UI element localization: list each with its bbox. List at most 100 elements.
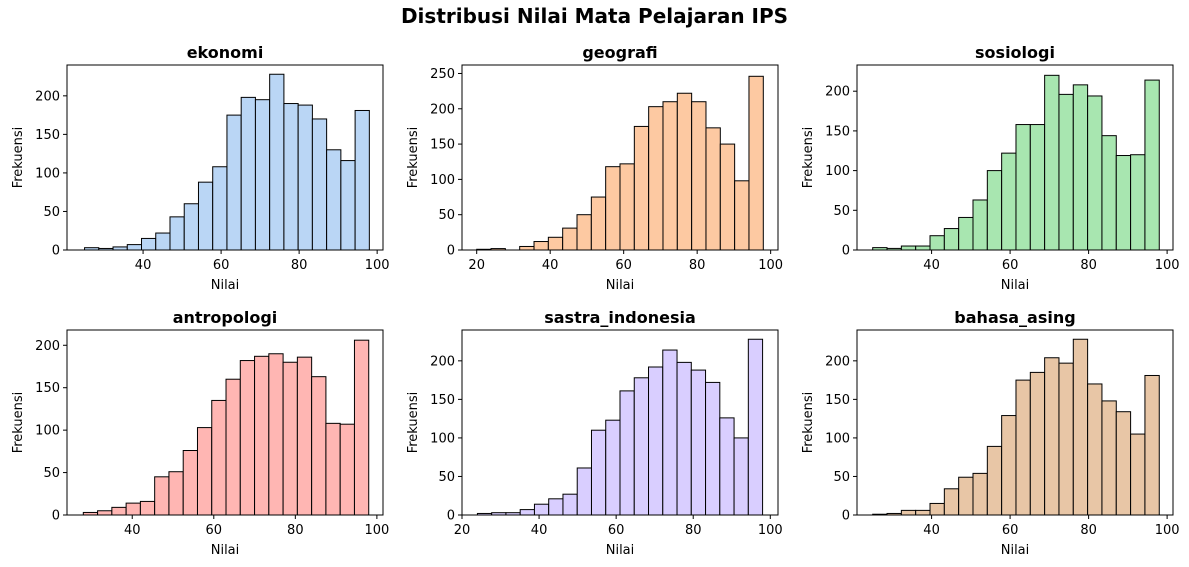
subplot-title: sastra_indonesia (544, 308, 696, 327)
y-tick-label: 0 (52, 509, 60, 524)
histogram-bar (325, 422, 341, 516)
histogram-bar (311, 376, 327, 516)
histogram-bar (1001, 415, 1017, 516)
figure-title: Distribusi Nilai Mata Pelajaran IPS (400, 4, 789, 28)
subplot-antropologi: 40 60 80 100 0 50 100 150 200 antropologi Nilai Fre… (11, 308, 389, 558)
histogram-bar (676, 361, 692, 516)
x-tick-label: 60 (1002, 523, 1019, 538)
x-tick-label: 20 (454, 523, 471, 538)
histogram-bar (986, 445, 1003, 516)
histogram-bar (1087, 95, 1103, 251)
histogram-bar (226, 114, 242, 251)
x-tick-label: 80 (287, 523, 304, 538)
axes-frame (856, 329, 1174, 516)
histogram-bar (296, 356, 313, 516)
histogram-bar (915, 245, 931, 251)
histogram-bar (943, 488, 960, 516)
y-tick-label: 0 (447, 244, 455, 259)
histogram-bar (590, 429, 607, 516)
histogram-bar (1044, 357, 1060, 516)
histogram-bar (958, 216, 974, 251)
histogram-bar (619, 163, 635, 251)
histogram-bar (168, 471, 184, 516)
histogram-bar (943, 228, 960, 251)
y-tick-label: 0 (842, 244, 850, 259)
histogram-bar (353, 339, 370, 516)
histogram-bar (705, 381, 721, 516)
x-tick-label: 80 (689, 258, 706, 273)
x-tick-label: 80 (1080, 258, 1097, 273)
y-tick-label: 0 (447, 509, 455, 524)
histogram-bar (212, 166, 228, 251)
histogram-bar (211, 399, 227, 516)
histogram-bar (590, 196, 607, 251)
histogram-bar (283, 103, 299, 251)
histogram-bar (97, 510, 113, 516)
axes-frame (461, 64, 779, 251)
histogram-bar (548, 498, 564, 516)
x-axis-label: Nilai (606, 278, 635, 293)
histogram-bar (1101, 135, 1117, 251)
x-tick-label: 60 (206, 523, 223, 538)
histogram-bar (354, 109, 370, 251)
x-axis-label: Nilai (606, 543, 635, 558)
y-tick-label: 0 (52, 244, 60, 259)
y-tick-label: 50 (438, 208, 455, 223)
y-tick-label: 200 (430, 102, 455, 117)
histogram-bar (619, 390, 635, 516)
y-tick-label: 100 (430, 173, 455, 188)
histogram-bar (747, 338, 764, 516)
y-axis-label: Frekuensi (406, 127, 421, 189)
y-tick-label: 50 (438, 470, 455, 485)
histogram-bar (268, 353, 284, 516)
histogram-bar (734, 180, 750, 251)
histogram-bar (519, 245, 535, 251)
histogram-bar (533, 241, 549, 251)
y-tick-label: 250 (430, 67, 455, 82)
y-tick-label: 50 (43, 205, 60, 220)
histogram-bar (240, 96, 256, 251)
x-tick-label: 40 (135, 258, 152, 273)
histogram-bar (519, 509, 535, 516)
x-tick-label: 100 (758, 258, 783, 273)
x-tick-label: 100 (758, 523, 783, 538)
x-axis-label: Nilai (1001, 543, 1030, 558)
histogram-bar (1072, 84, 1089, 251)
histogram-bar (719, 143, 736, 251)
y-tick-label: 100 (825, 164, 850, 179)
y-axis-label: Frekuensi (406, 392, 421, 454)
histogram-bar (1101, 400, 1117, 516)
histogram-bar (155, 232, 171, 251)
histogram-bar (1001, 152, 1017, 251)
subplot-title: antropologi (173, 308, 278, 327)
y-tick-label: 150 (825, 124, 850, 139)
histogram-bar (900, 509, 917, 516)
histogram-bar (111, 506, 127, 516)
y-tick-label: 100 (35, 424, 60, 439)
histogram-bar (662, 101, 678, 251)
y-tick-label: 200 (825, 354, 850, 369)
histogram-bar (183, 203, 199, 251)
histogram-bar (254, 99, 271, 251)
histogram-bar (1015, 124, 1031, 251)
x-tick-label: 60 (608, 523, 625, 538)
y-tick-label: 100 (430, 431, 455, 446)
histogram-bar (662, 349, 678, 516)
y-tick-label: 150 (430, 393, 455, 408)
histogram-bar (691, 101, 707, 251)
histogram-bar (915, 509, 931, 516)
subplot-ekonomi: 40 60 80 100 0 50 100 150 200 ekonomi Nilai Frekuen… (11, 43, 390, 293)
histogram-bar (972, 199, 988, 251)
histogram-bar (576, 214, 592, 251)
histogram-bar (169, 216, 185, 251)
axes-frame (66, 329, 384, 516)
histogram-bar (1058, 362, 1074, 516)
histogram-bar (633, 377, 650, 516)
histogram-bar (197, 181, 214, 251)
x-tick-label: 100 (364, 523, 389, 538)
histogram-bar (339, 423, 355, 516)
y-axis-label: Frekuensi (801, 392, 816, 454)
axes-frame (856, 64, 1174, 251)
histogram-bar (719, 417, 735, 516)
